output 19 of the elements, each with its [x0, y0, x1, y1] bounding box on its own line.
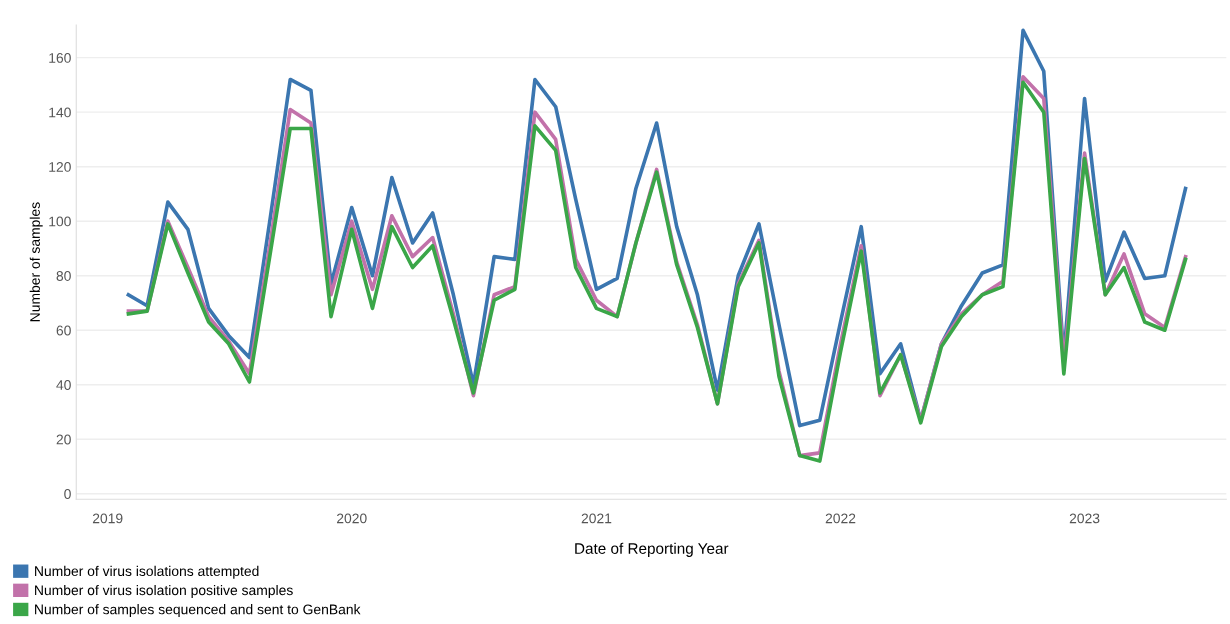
y-tick-label: 120: [49, 162, 71, 172]
x-tick-label: 2022: [825, 513, 856, 524]
x-tick-label: 2019: [92, 513, 123, 524]
x-axis-title: Date of Reporting Year: [575, 542, 729, 557]
legend-label: Number of virus isolation positive samples: [35, 584, 293, 598]
y-tick-label: 100: [49, 216, 71, 227]
y-tick-label: 60: [56, 325, 71, 336]
x-tick-label: 2023: [1069, 513, 1100, 524]
y-tick-label: 20: [56, 434, 71, 445]
y-tick-label: 40: [56, 380, 71, 390]
x-tick-label: 2021: [581, 513, 612, 524]
y-tick-label: 140: [49, 107, 71, 118]
y-tick-label: 160: [49, 53, 71, 63]
y-axis-title: Number of samples: [29, 202, 43, 322]
legend-label: Number of virus isolations attempted: [35, 565, 259, 579]
y-tick-label: 80: [56, 271, 71, 281]
y-tick-label: 0: [64, 489, 71, 499]
legend-label: Number of samples sequenced and sent to GenBank: [35, 604, 361, 618]
x-tick-label: 2020: [336, 513, 367, 524]
